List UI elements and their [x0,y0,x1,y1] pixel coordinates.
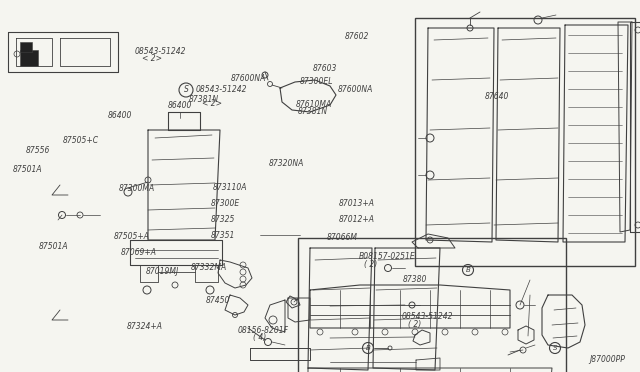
Text: 87300E: 87300E [211,199,241,208]
Text: 87600NA: 87600NA [338,86,373,94]
Text: ( 4): ( 4) [253,333,266,342]
Text: 87013+A: 87013+A [339,199,375,208]
Text: 87332MA: 87332MA [191,263,227,272]
Text: 08543-51242: 08543-51242 [402,312,453,321]
Text: 87640: 87640 [485,92,509,101]
Text: 87351: 87351 [211,231,236,240]
Bar [20,50,38,66]
Text: J87000PP: J87000PP [589,355,625,364]
Text: 08543-51242: 08543-51242 [196,86,248,94]
Text: 87325: 87325 [211,215,236,224]
Text: 87610MA: 87610MA [296,100,332,109]
Text: 87501A: 87501A [38,242,68,251]
Text: < 2>: < 2> [202,99,222,108]
Text: 87381N: 87381N [298,108,328,116]
Text: 87019MJ: 87019MJ [146,267,179,276]
Text: 87602: 87602 [344,32,369,41]
Text: 87600NA: 87600NA [230,74,266,83]
Text: 873110A: 873110A [212,183,247,192]
Text: 86400: 86400 [108,111,132,120]
Text: 87320NA: 87320NA [269,159,304,168]
Text: 87324+A: 87324+A [127,322,163,331]
Text: 87501A: 87501A [13,165,42,174]
Bar [630,22,640,232]
Text: 87450: 87450 [206,296,230,305]
Text: 87066M: 87066M [326,233,357,242]
Text: 08543-51242: 08543-51242 [134,47,186,56]
Text: ( 2): ( 2) [364,260,377,269]
Text: 86400: 86400 [168,102,193,110]
Text: 87300MA: 87300MA [118,185,155,193]
Bar [298,238,566,372]
Bar [20,42,32,52]
Text: 87069+A: 87069+A [120,248,156,257]
Text: 87381N: 87381N [189,95,219,104]
Text: 87505+A: 87505+A [114,232,150,241]
Text: B: B [466,267,470,273]
Text: 87012+A: 87012+A [339,215,375,224]
Text: 08156-8201F: 08156-8201F [238,326,289,335]
Bar [415,18,635,266]
Text: 87603: 87603 [312,64,337,73]
Text: B08157-0251E: B08157-0251E [358,252,415,261]
Text: 87556: 87556 [26,146,50,155]
Text: 87505+C: 87505+C [63,136,99,145]
Text: 87300EL: 87300EL [300,77,333,86]
Text: S: S [553,345,557,351]
Text: 87380: 87380 [403,275,428,283]
Text: < 2>: < 2> [142,54,162,63]
Text: ( 2): ( 2) [408,320,422,329]
Text: S: S [184,86,188,94]
Text: B: B [365,345,371,351]
